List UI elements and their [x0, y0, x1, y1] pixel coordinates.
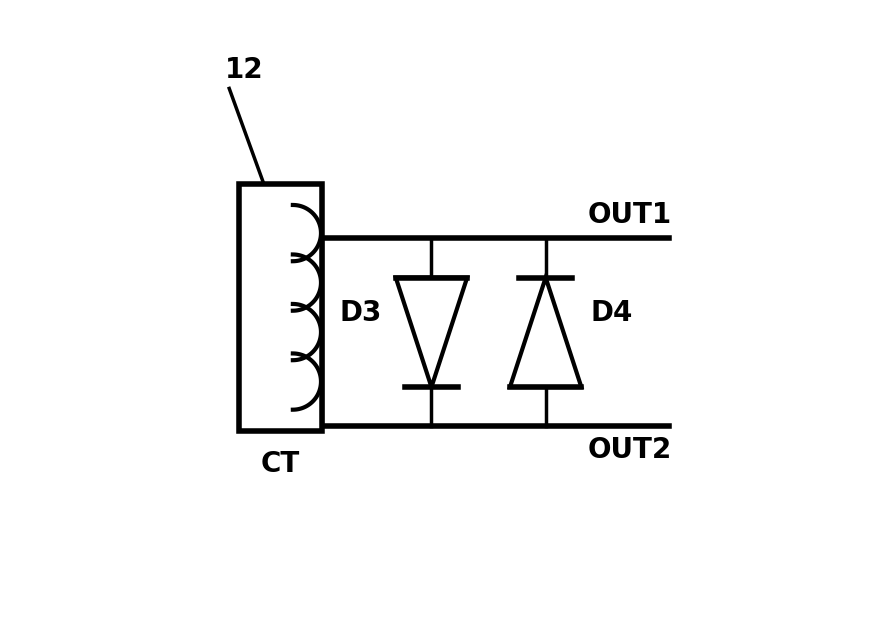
Text: OUT2: OUT2 — [587, 436, 671, 464]
Text: D3: D3 — [339, 299, 381, 328]
Text: CT: CT — [261, 450, 299, 478]
Text: OUT1: OUT1 — [587, 201, 671, 229]
Text: 12: 12 — [224, 56, 263, 83]
Text: D4: D4 — [590, 299, 632, 328]
Polygon shape — [509, 277, 580, 387]
Polygon shape — [395, 277, 466, 387]
Bar — [239, 184, 321, 431]
